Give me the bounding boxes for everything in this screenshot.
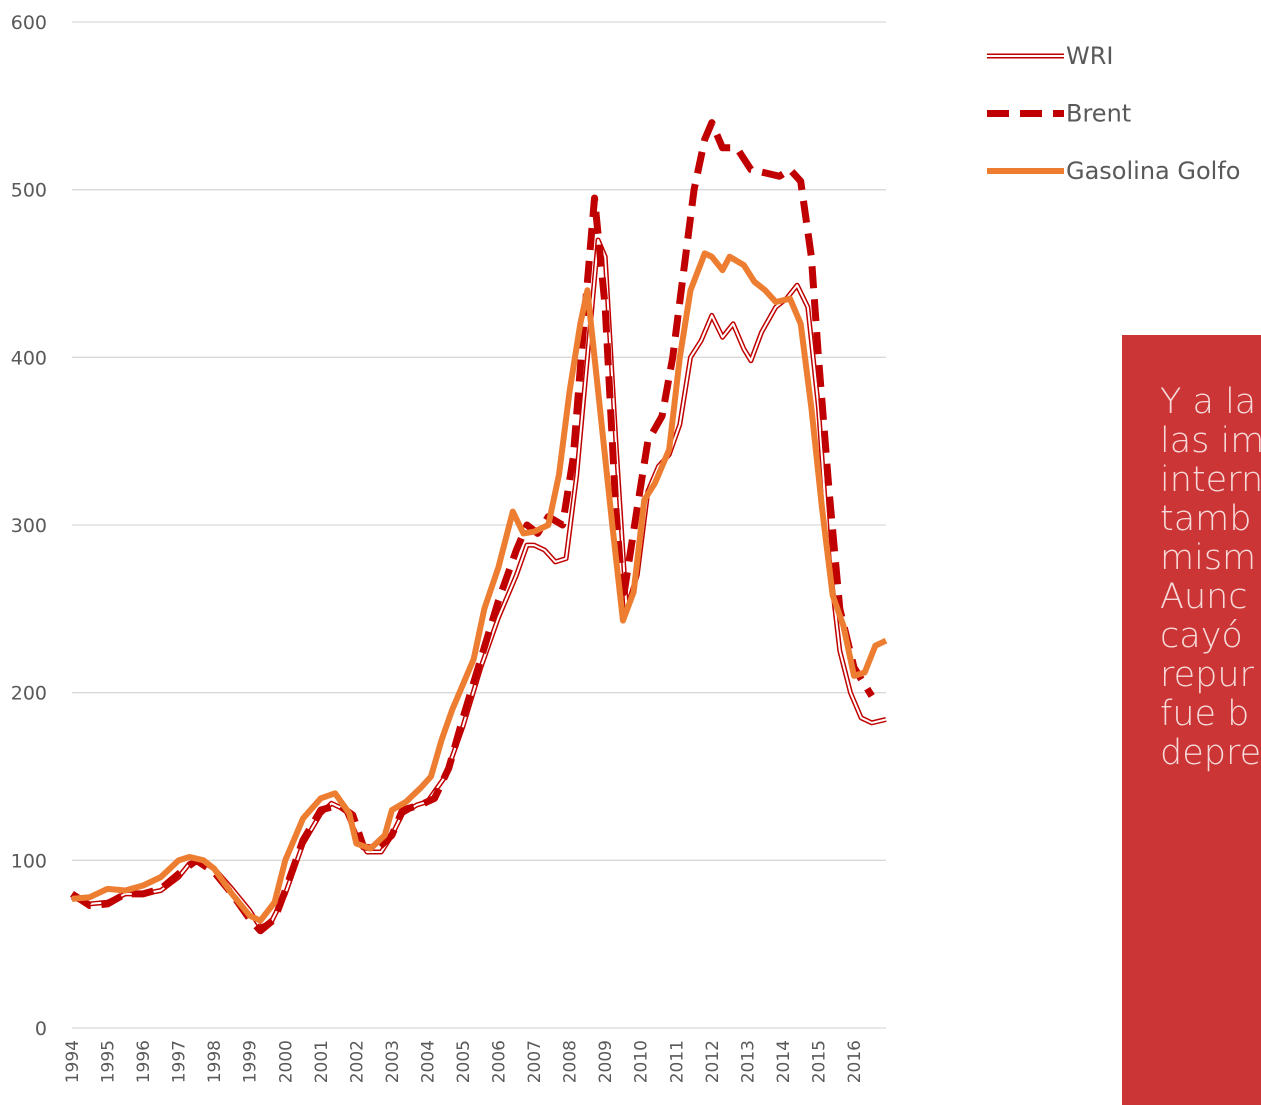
x-tick-label: 1998 — [205, 1040, 225, 1083]
x-tick-label: 2000 — [276, 1040, 296, 1083]
legend-label: WRI — [1066, 42, 1113, 70]
x-tick-label: 2015 — [809, 1040, 829, 1083]
x-tick-label: 1996 — [134, 1040, 154, 1083]
annotation-line: Y a la — [1160, 382, 1257, 422]
line-core — [71, 238, 887, 929]
annotation-line: mism — [1160, 538, 1257, 578]
annotation-text: Y a la las im intern tamb mism Aunc cayó repur f… — [1160, 383, 1261, 773]
x-tick-label: 1997 — [170, 1040, 190, 1083]
line — [71, 237, 887, 930]
x-tick-label: 1999 — [241, 1040, 261, 1083]
annotation-line: Aunc — [1160, 577, 1248, 617]
x-tick-label: 2001 — [312, 1040, 332, 1083]
annotation-line: intern — [1160, 460, 1261, 500]
y-tick-label: 300 — [11, 515, 47, 537]
x-tick-label: 2011 — [667, 1040, 687, 1083]
legend-label: Brent — [1066, 100, 1131, 128]
annotation-line: cayó — [1160, 616, 1243, 656]
annotation-box: Y a la las im intern tamb mism Aunc cayó repur f… — [1122, 335, 1261, 1105]
annotation-line: tamb — [1160, 499, 1252, 539]
x-tick-label: 2007 — [525, 1040, 545, 1083]
x-tick-label: 2002 — [347, 1040, 367, 1083]
x-tick-label: 1995 — [99, 1040, 119, 1083]
x-tick-label: 2009 — [596, 1040, 616, 1083]
x-tick-label: 2012 — [703, 1040, 723, 1083]
annotation-line: las im — [1160, 421, 1261, 461]
y-tick-label: 500 — [11, 180, 47, 202]
line — [71, 250, 888, 924]
y-tick-label: 0 — [35, 1018, 47, 1040]
annotation-line: depre — [1160, 733, 1261, 773]
annotation-line: fue b — [1160, 694, 1250, 734]
y-tick-label: 100 — [11, 850, 47, 872]
x-tick-label: 2005 — [454, 1040, 474, 1083]
x-tick-label: 2008 — [561, 1040, 581, 1083]
x-tick-label: 2016 — [845, 1040, 865, 1083]
x-tick-label: 2013 — [738, 1040, 758, 1083]
legend-label: Gasolina Golfo — [1066, 157, 1240, 185]
y-tick-label: 200 — [11, 683, 47, 705]
y-tick-label: 400 — [11, 347, 47, 369]
x-tick-label: 2010 — [632, 1040, 652, 1083]
annotation-line: repur — [1160, 655, 1254, 695]
x-tick-label: 2006 — [490, 1040, 510, 1083]
x-tick-label: 1994 — [63, 1040, 83, 1083]
x-tick-label: 2003 — [383, 1040, 403, 1083]
x-tick-label: 2004 — [418, 1040, 438, 1083]
line — [70, 119, 875, 935]
y-tick-label: 600 — [11, 12, 47, 34]
x-tick-label: 2014 — [774, 1040, 794, 1083]
